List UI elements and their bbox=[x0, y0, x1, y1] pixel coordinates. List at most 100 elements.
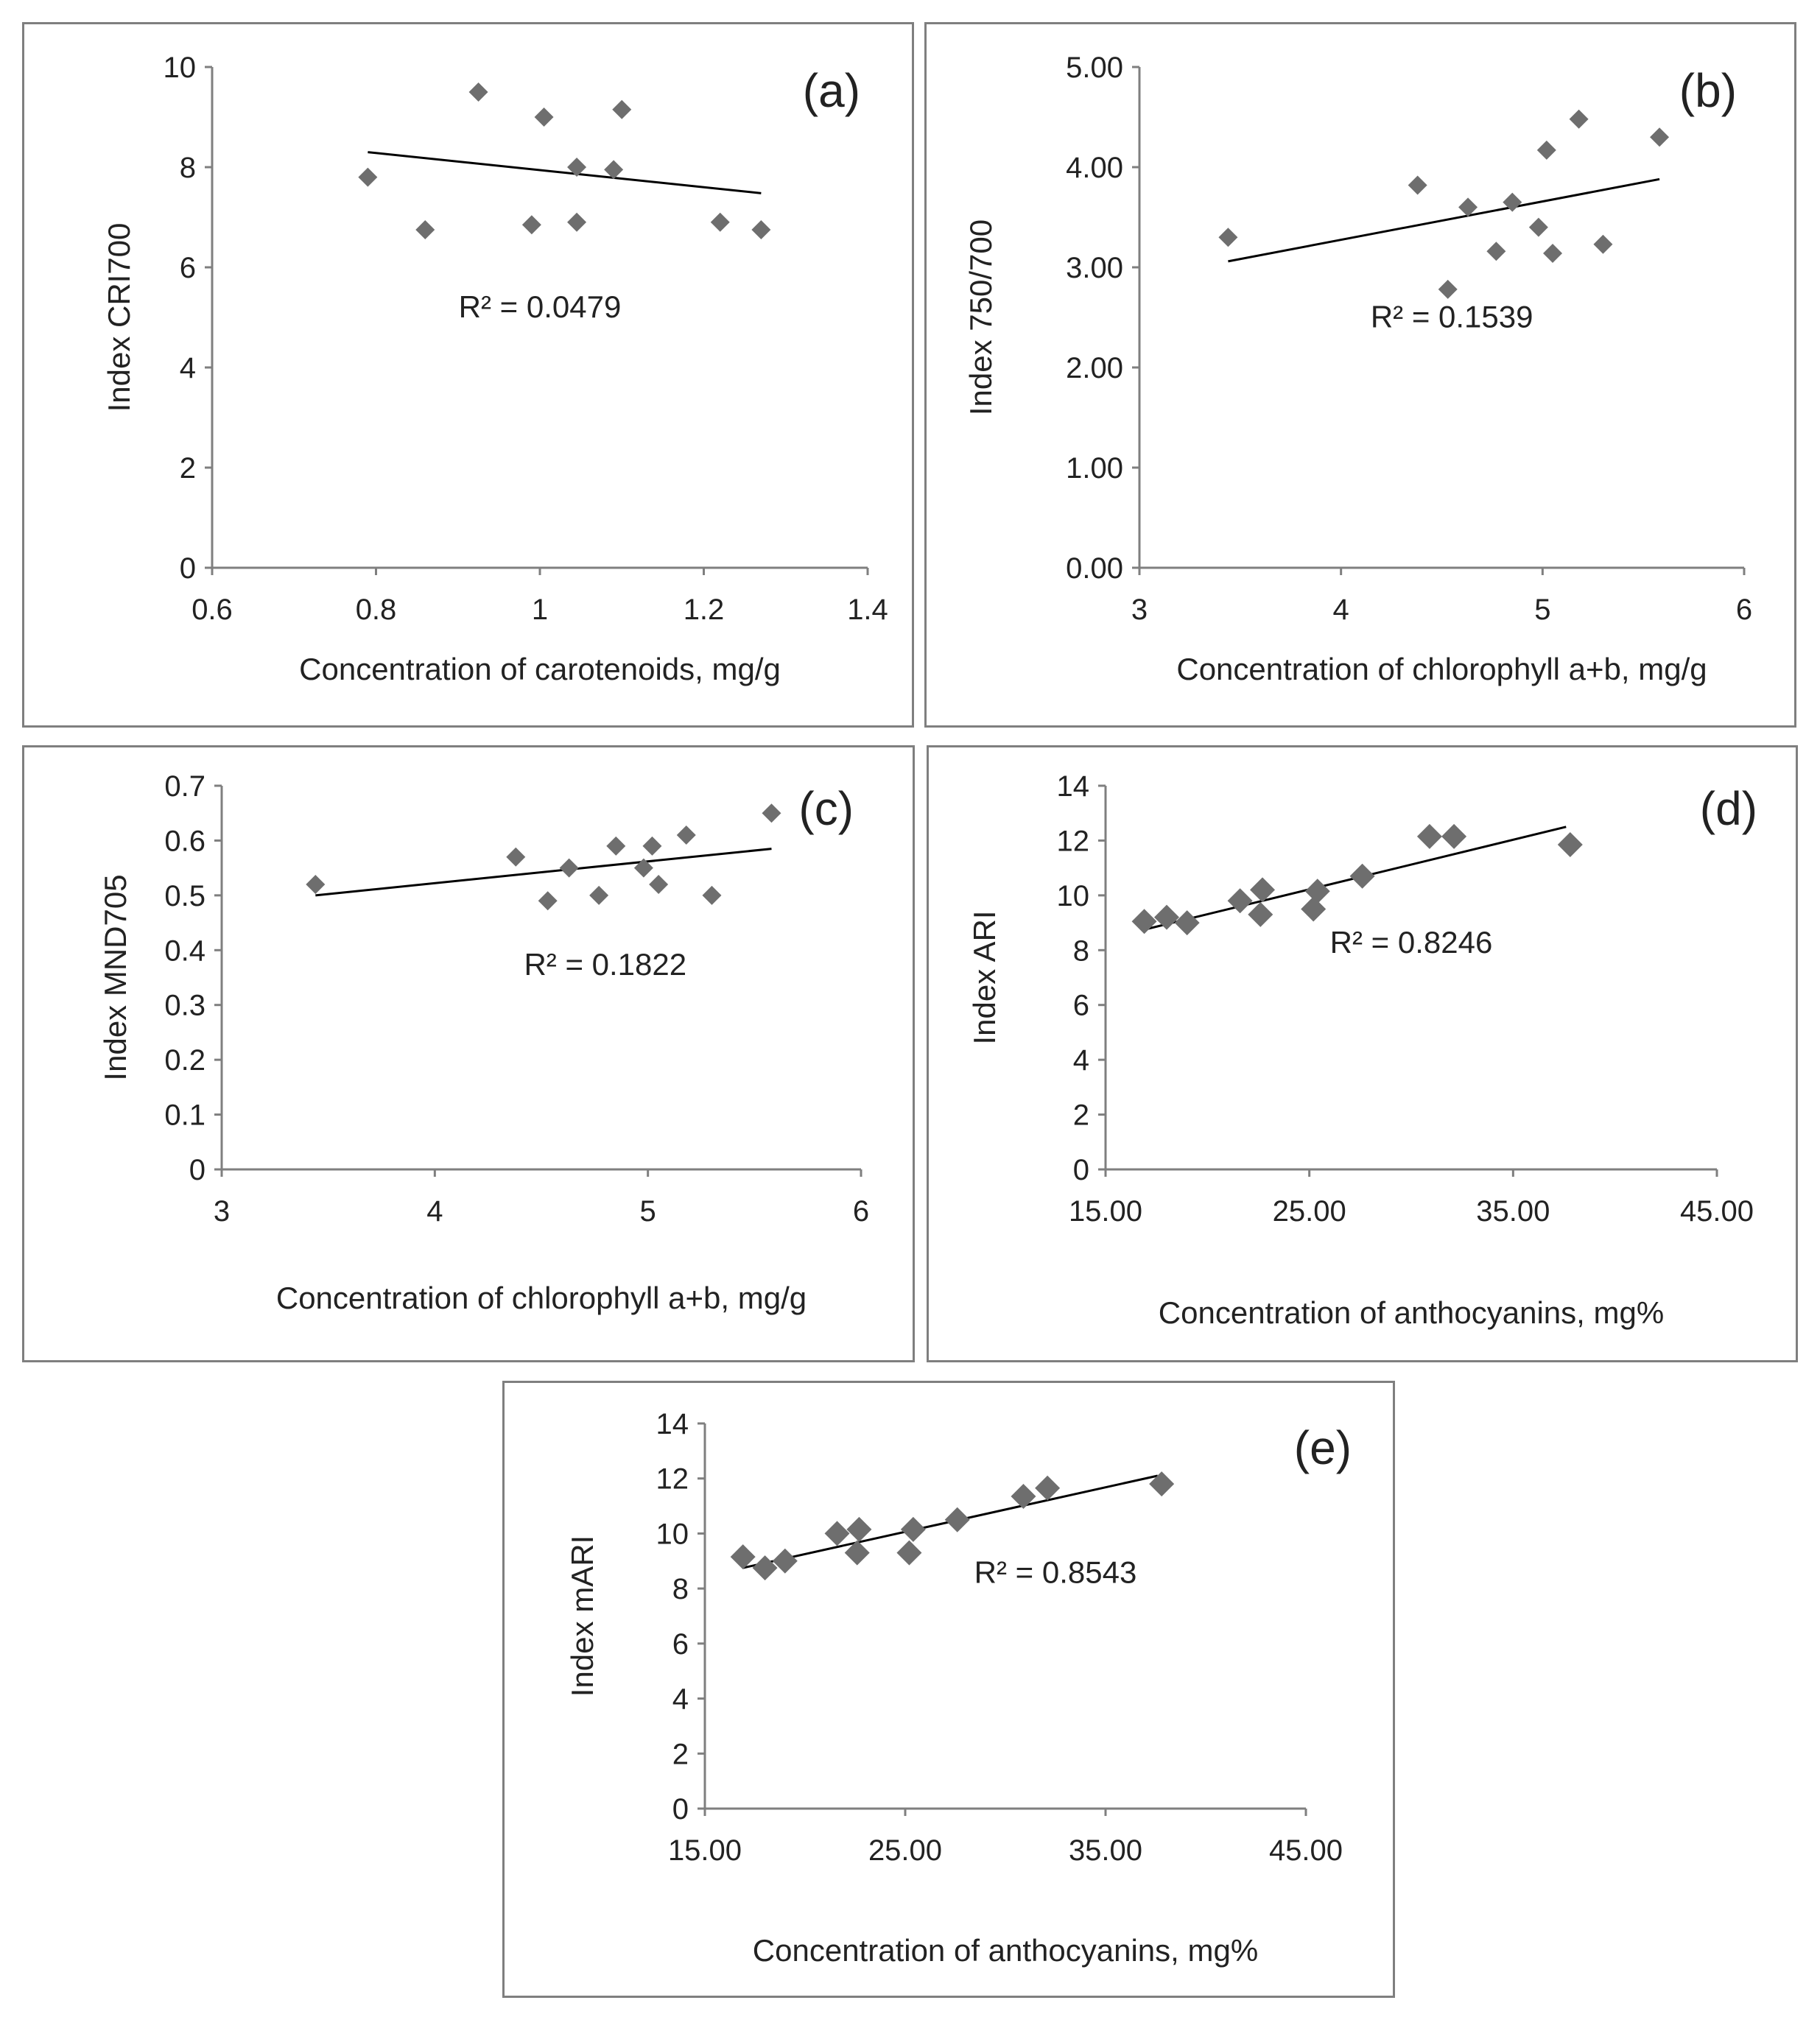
r-squared-label: R² = 0.0479 bbox=[459, 289, 622, 324]
x-tick-label: 5 bbox=[1534, 594, 1550, 626]
y-tick-label: 4.00 bbox=[1066, 152, 1123, 184]
trendline bbox=[368, 151, 762, 194]
data-point bbox=[1441, 823, 1467, 849]
chart-panel-e: 0 2 4 6 8 10 12 14 15.00 25.00 35.00 45.00 Concentra… bbox=[502, 1381, 1395, 1998]
y-tick-label: 4 bbox=[1073, 1044, 1089, 1077]
data-point bbox=[1035, 1475, 1061, 1501]
y-tick-label: 0.5 bbox=[164, 880, 205, 912]
y-tick-label: 3.00 bbox=[1066, 252, 1123, 284]
data-point bbox=[604, 160, 624, 180]
chart-panel-d: 0 2 4 6 8 10 12 14 15.00 25.00 35.00 45.00 Concentra… bbox=[927, 745, 1798, 1362]
y-tick-label: 10 bbox=[656, 1518, 689, 1550]
y-tick-label: 12 bbox=[656, 1463, 689, 1496]
y-tick-label: 8 bbox=[1073, 934, 1089, 967]
r-squared-label: R² = 0.1822 bbox=[524, 947, 686, 982]
y-tick-label: 0.00 bbox=[1066, 552, 1123, 585]
y-tick-label: 0.3 bbox=[164, 990, 205, 1022]
x-tick-label: 4 bbox=[1333, 594, 1349, 626]
data-point bbox=[844, 1540, 870, 1566]
x-tick-label: 1.2 bbox=[684, 594, 725, 626]
data-point bbox=[506, 847, 526, 867]
panel-label: (a) bbox=[803, 64, 860, 117]
data-point bbox=[762, 803, 781, 823]
x-tick-label: 1 bbox=[532, 594, 548, 626]
data-point bbox=[521, 215, 541, 235]
x-axis-label: Concentration of chlorophyll a+b, mg/g bbox=[1176, 652, 1707, 686]
data-point bbox=[642, 836, 662, 856]
data-point bbox=[1131, 909, 1157, 934]
x-tick-label: 0.8 bbox=[356, 594, 397, 626]
data-point bbox=[1154, 904, 1179, 930]
data-point bbox=[702, 885, 722, 905]
data-point bbox=[1438, 279, 1458, 299]
data-point bbox=[1536, 140, 1556, 160]
data-point bbox=[824, 1521, 850, 1546]
y-tick-label: 2 bbox=[180, 452, 196, 485]
y-tick-label: 0.1 bbox=[164, 1099, 205, 1132]
x-tick-label: 3 bbox=[214, 1195, 230, 1228]
data-point bbox=[1569, 109, 1589, 129]
data-point bbox=[1408, 175, 1427, 195]
x-tick-label: 6 bbox=[1736, 594, 1752, 626]
data-point bbox=[896, 1540, 922, 1566]
r-squared-label: R² = 0.1539 bbox=[1371, 300, 1533, 334]
y-tick-label: 6 bbox=[672, 1628, 689, 1661]
r-squared-label: R² = 0.8246 bbox=[1330, 925, 1493, 960]
y-tick-label: 1.00 bbox=[1066, 452, 1123, 485]
y-tick-label: 0.6 bbox=[164, 825, 205, 857]
data-point bbox=[606, 836, 626, 856]
x-tick-label: 35.00 bbox=[1476, 1195, 1550, 1228]
data-point bbox=[846, 1516, 872, 1542]
data-point bbox=[589, 885, 609, 905]
data-point bbox=[676, 825, 696, 845]
data-point bbox=[1593, 234, 1613, 254]
x-tick-label: 35.00 bbox=[1069, 1834, 1142, 1867]
panel-label: (d) bbox=[1700, 782, 1757, 835]
x-tick-label: 25.00 bbox=[1273, 1195, 1346, 1228]
y-tick-label: 0 bbox=[189, 1154, 205, 1186]
y-tick-label: 8 bbox=[180, 152, 196, 184]
x-axis-label: Concentration of anthocyanins, mg% bbox=[753, 1933, 1258, 1968]
y-tick-label: 0 bbox=[672, 1793, 689, 1826]
data-point bbox=[900, 1516, 926, 1542]
x-tick-label: 25.00 bbox=[868, 1834, 942, 1867]
data-point bbox=[710, 212, 730, 232]
data-point bbox=[730, 1544, 756, 1570]
y-tick-label: 4 bbox=[180, 352, 196, 384]
data-point bbox=[751, 220, 771, 239]
data-point bbox=[1011, 1483, 1036, 1509]
data-point bbox=[1218, 228, 1238, 247]
data-point bbox=[538, 891, 558, 911]
data-point bbox=[1149, 1471, 1175, 1497]
chart-panel-c: 0 0.1 0.2 0.3 0.4 0.5 0.6 0.7 3 4 5 6 Concentration … bbox=[22, 745, 915, 1362]
data-point bbox=[1349, 863, 1375, 889]
data-point bbox=[1557, 832, 1583, 858]
chart-svg-a: 0 2 4 6 8 10 0.6 0.8 1 1.2 1.4 Concentration of car… bbox=[102, 52, 888, 686]
data-point bbox=[1250, 877, 1276, 903]
data-point bbox=[1227, 888, 1253, 914]
data-point bbox=[772, 1548, 798, 1574]
y-tick-label: 2.00 bbox=[1066, 352, 1123, 384]
y-tick-label: 0.7 bbox=[164, 770, 205, 803]
data-point bbox=[944, 1507, 970, 1532]
data-point bbox=[559, 858, 579, 878]
chart-panel-a: 0 2 4 6 8 10 0.6 0.8 1 1.2 1.4 Concentration of car… bbox=[22, 22, 914, 728]
data-point bbox=[633, 858, 653, 878]
x-tick-label: 45.00 bbox=[1269, 1834, 1343, 1867]
x-tick-label: 1.4 bbox=[847, 594, 888, 626]
data-point bbox=[1528, 217, 1548, 237]
y-tick-label: 5.00 bbox=[1066, 52, 1123, 84]
y-axis-label: Index 750/700 bbox=[963, 219, 998, 415]
y-tick-label: 14 bbox=[656, 1408, 689, 1440]
y-axis-label: Index CRI700 bbox=[102, 223, 136, 412]
data-point bbox=[612, 99, 632, 119]
x-tick-label: 0.6 bbox=[192, 594, 233, 626]
y-tick-label: 0 bbox=[180, 552, 196, 585]
x-axis-label: Concentration of anthocyanins, mg% bbox=[1159, 1295, 1664, 1330]
x-tick-label: 6 bbox=[853, 1195, 869, 1228]
y-tick-label: 4 bbox=[672, 1683, 689, 1716]
data-point bbox=[1458, 197, 1478, 217]
y-axis-label: Index MND705 bbox=[98, 874, 133, 1080]
y-tick-label: 14 bbox=[1057, 770, 1090, 803]
data-point bbox=[1416, 823, 1442, 849]
